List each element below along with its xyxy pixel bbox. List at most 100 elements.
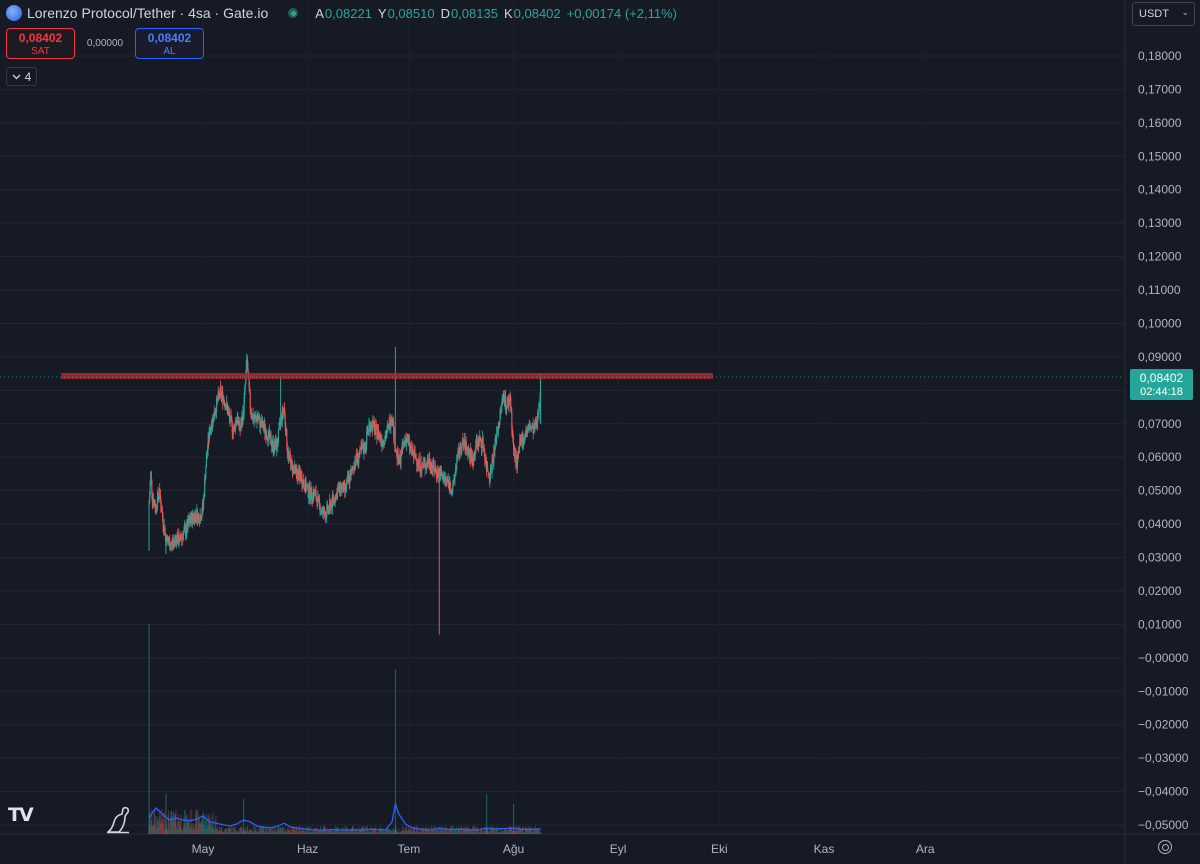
candle-body xyxy=(245,362,247,375)
candle-body xyxy=(482,437,484,445)
candle-body xyxy=(280,418,282,425)
candle-body xyxy=(209,430,211,435)
candle-body xyxy=(457,450,459,452)
volume-bar xyxy=(300,830,302,834)
currency-select[interactable]: USDT ⌄ xyxy=(1132,2,1195,26)
volume-bar xyxy=(384,831,386,834)
volume-bar xyxy=(418,832,420,834)
indicators-toggle[interactable]: 4 xyxy=(6,67,37,86)
volume-bar xyxy=(176,829,178,834)
candle-body xyxy=(186,523,188,531)
volume-bar xyxy=(293,826,295,834)
volume-bar xyxy=(277,826,279,834)
candle-body xyxy=(529,426,531,431)
volume-bar xyxy=(467,828,469,834)
candle-body xyxy=(302,480,304,487)
volume-bar xyxy=(417,828,419,834)
volume-bar xyxy=(148,825,150,834)
candle-body xyxy=(335,494,337,502)
candle-body xyxy=(380,434,382,441)
change-value: +0,00174 (+2,11%) xyxy=(566,5,677,21)
candle-body xyxy=(272,440,274,446)
candle-body xyxy=(407,437,409,441)
volume-bar xyxy=(179,826,181,834)
candle-body xyxy=(371,421,373,431)
volume-bar xyxy=(371,831,373,834)
settings-gear-icon[interactable] xyxy=(1158,840,1172,854)
candle-body xyxy=(468,449,470,453)
candle-body xyxy=(326,504,328,507)
volume-bar xyxy=(241,830,243,834)
candle-body xyxy=(163,525,165,531)
volume-bar xyxy=(165,819,167,834)
candle-body xyxy=(524,437,526,439)
volume-bar xyxy=(263,827,265,834)
candle-body xyxy=(331,503,333,508)
volume-bar xyxy=(303,830,305,834)
volume-bar xyxy=(299,825,301,834)
bar-countdown: 02:44:18 xyxy=(1140,386,1183,398)
volume-bar xyxy=(287,827,289,834)
candle-body xyxy=(313,490,315,495)
candle-body xyxy=(293,466,295,469)
candle-body xyxy=(378,434,380,438)
candle-body xyxy=(322,508,324,510)
candle-body xyxy=(361,445,363,450)
candle-body xyxy=(460,450,462,454)
candle-body xyxy=(311,498,313,501)
market-status-icon[interactable] xyxy=(288,8,299,18)
volume-bar xyxy=(330,830,332,834)
candle-body xyxy=(290,459,292,470)
candle-body xyxy=(260,420,262,426)
candle-body xyxy=(355,453,357,464)
volume-bar xyxy=(461,832,463,834)
dinosaur-icon[interactable] xyxy=(105,806,131,834)
volume-bar xyxy=(271,830,273,834)
candle-body xyxy=(497,432,499,433)
candle-body xyxy=(216,397,218,413)
volume-bars xyxy=(148,624,541,834)
candle-body xyxy=(189,519,191,522)
volume-bar xyxy=(422,829,424,834)
candle-body xyxy=(530,426,532,429)
volume-bar xyxy=(302,828,304,834)
volume-bar xyxy=(438,827,440,834)
volume-bar xyxy=(280,827,282,834)
sell-button[interactable]: 0,08402 SAT xyxy=(6,28,75,59)
volume-bar xyxy=(240,827,242,834)
candle-body xyxy=(183,529,185,534)
candle-body xyxy=(410,446,412,452)
volume-bar xyxy=(313,830,315,834)
candle-body xyxy=(323,509,325,514)
tradingview-logo-icon[interactable]: TV xyxy=(8,804,34,826)
candle-body xyxy=(356,453,358,460)
candle-body xyxy=(238,417,240,428)
candle-body xyxy=(420,471,422,473)
volume-bar xyxy=(263,826,265,834)
candle-body xyxy=(204,478,206,496)
candle-body xyxy=(235,420,237,429)
candle-body xyxy=(165,533,167,538)
candle-body xyxy=(490,467,492,469)
buy-button[interactable]: 0,08402 AL xyxy=(135,28,204,59)
volume-bar xyxy=(316,829,318,834)
price-tick-label: −0,02000 xyxy=(1138,718,1189,732)
volume-bar xyxy=(441,830,442,834)
candle-body xyxy=(189,518,191,520)
candle-body xyxy=(334,501,336,503)
volume-bar xyxy=(243,827,244,834)
volume-bar xyxy=(410,830,412,834)
volume-bar xyxy=(453,830,455,834)
volume-bar xyxy=(254,830,256,834)
candle-body xyxy=(528,425,530,428)
symbol-title[interactable]: Lorenzo Protocol/Tether · 4sa · Gate.io xyxy=(27,5,269,21)
candle-body xyxy=(168,541,170,544)
candle-body xyxy=(361,445,363,449)
volume-bar xyxy=(356,828,358,834)
volume-bar xyxy=(165,794,167,834)
candle-body xyxy=(492,460,494,464)
volume-bar xyxy=(450,828,451,834)
candle-body xyxy=(423,464,425,467)
volume-bar xyxy=(273,832,275,834)
